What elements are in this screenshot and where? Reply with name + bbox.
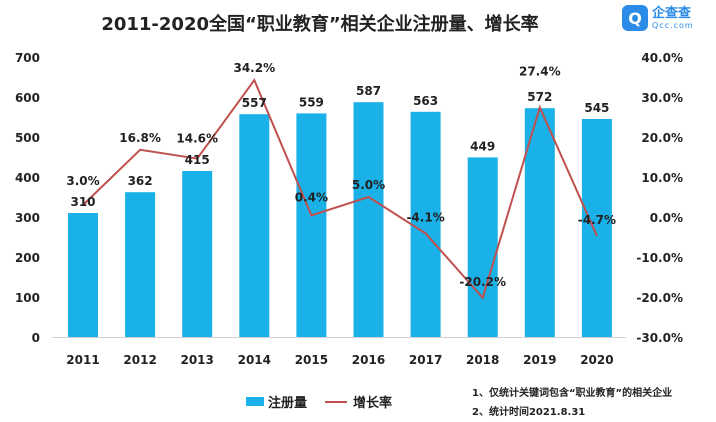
left-axis-tick: 200 [15, 251, 40, 265]
legend: 注册量 增长率 [246, 392, 392, 411]
growth-value-label: -20.2% [459, 275, 506, 289]
legend-bar-label: 注册量 [268, 396, 308, 411]
legend-line-label: 增长率 [353, 396, 393, 411]
x-axis-tick: 2020 [580, 353, 613, 367]
bar-2019 [524, 108, 555, 337]
bar-2011 [68, 213, 98, 337]
bar-2015 [296, 113, 327, 338]
bar-2020 [581, 119, 612, 337]
x-axis-tick: 2011 [66, 353, 99, 367]
right-axis-tick: -10.0% [636, 251, 683, 265]
growth-value-label: 5.0% [352, 178, 385, 192]
left-axis-tick: 500 [15, 131, 40, 145]
growth-rate-line [82, 78, 598, 300]
growth-value-label: 16.8% [119, 131, 161, 145]
left-axis-tick: 400 [15, 171, 40, 185]
logo-domain: Qcc.com [652, 20, 694, 30]
bar-2014 [239, 114, 270, 337]
right-axis-tick: 10.0% [641, 171, 683, 185]
growth-value-label: -4.1% [406, 210, 444, 224]
bar-value-label: 557 [242, 96, 267, 110]
bar-value-label: 362 [128, 174, 153, 188]
bar-2017 [410, 111, 441, 337]
x-axis-tick: 2016 [352, 353, 385, 367]
bar-value-label: 563 [413, 94, 438, 108]
logo-name: 企查查 [652, 5, 692, 21]
x-axis-tick: 2013 [180, 353, 213, 367]
right-axis-tick: 0.0% [650, 211, 683, 225]
x-axis-tick: 2019 [523, 353, 556, 367]
x-axis-tick: 2012 [123, 353, 156, 367]
left-axis-tick: 700 [15, 51, 40, 65]
right-axis-tick: -20.0% [636, 291, 683, 305]
growth-value-label: 27.4% [519, 64, 561, 78]
bar-value-label: 545 [584, 101, 609, 115]
x-axis-tick: 2017 [409, 353, 442, 367]
notes: 1、仅统计关键词包含“职业教育”的相关企业 2、统计时间2021.8.31 [472, 384, 672, 422]
bar-2018 [467, 157, 498, 337]
left-axis-tick: 100 [15, 291, 40, 305]
right-axis-tick: 30.0% [641, 91, 683, 105]
qcc-logo: Q 企查查 Qcc.com [622, 5, 694, 31]
x-axis-tick: 2014 [238, 353, 271, 367]
growth-value-label: 0.4% [295, 190, 328, 204]
note-2: 2、统计时间2021.8.31 [472, 407, 586, 418]
qcc-logo-icon: Q [622, 5, 648, 31]
bar-value-label: 415 [185, 153, 210, 167]
legend-bar-swatch [246, 397, 264, 406]
right-axis-tick: 40.0% [641, 51, 683, 65]
bar-value-label: 449 [470, 139, 495, 153]
bar-value-label: 587 [356, 84, 381, 98]
bar-value-label: 310 [70, 195, 95, 209]
bar-2012 [125, 192, 156, 337]
note-1: 1、仅统计关键词包含“职业教育”的相关企业 [472, 388, 673, 399]
chart-title: 2011-2020全国“职业教育”相关企业注册量、增长率 [101, 14, 539, 35]
right-axis-tick: -30.0% [636, 331, 683, 345]
bar-value-label: 572 [527, 90, 552, 104]
growth-value-label: 3.0% [66, 174, 99, 188]
left-axis-tick: 600 [15, 91, 40, 105]
growth-value-label: -4.7% [578, 213, 616, 227]
growth-value-label: 34.2% [233, 61, 275, 75]
growth-value-label: 14.6% [176, 132, 218, 146]
bar-2016 [353, 102, 384, 337]
left-axis-tick: 300 [15, 211, 40, 225]
x-axis-tick: 2018 [466, 353, 499, 367]
x-axis-tick: 2015 [295, 353, 328, 367]
right-axis-tick: 20.0% [641, 131, 683, 145]
bar-value-label: 559 [299, 95, 324, 109]
left-axis-tick: 0 [32, 331, 40, 345]
bar-2013 [182, 171, 213, 337]
legend-line-swatch [325, 400, 348, 403]
